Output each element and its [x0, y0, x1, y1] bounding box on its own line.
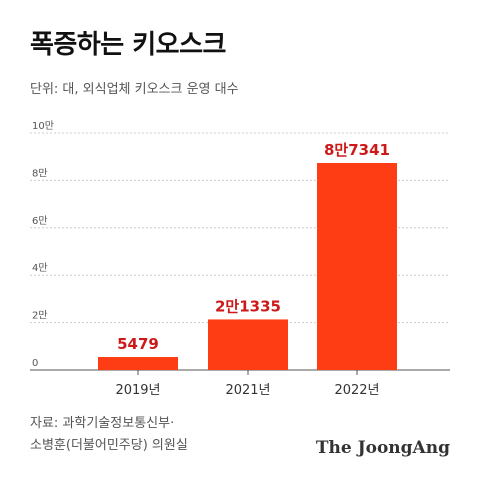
x-tick-label: 2022년 — [334, 383, 379, 398]
bar — [98, 357, 178, 370]
y-tick-label: 2만 — [32, 310, 48, 322]
data-label: 2만1335 — [215, 297, 281, 315]
x-tick-label: 2021년 — [225, 383, 270, 398]
y-tick-label: 8만 — [32, 167, 48, 179]
y-tick-label: 6만 — [32, 215, 48, 227]
source-note: 자료: 과학기술정보통신부· 소병훈(더불어민주당) 의원실 — [30, 413, 188, 457]
y-tick-label: 10만 — [32, 120, 54, 132]
source-line-2: 소병훈(더불어민주당) 의원실 — [30, 438, 188, 453]
data-label: 8만7341 — [324, 141, 390, 159]
chart-title: 폭증하는 키오스크 — [30, 30, 226, 60]
bar — [208, 319, 288, 370]
source-line-1: 자료: 과학기술정보통신부· — [30, 416, 175, 431]
x-tick-label: 2019년 — [115, 383, 160, 398]
data-label: 5479 — [117, 335, 159, 353]
bar — [317, 163, 397, 370]
y-tick-label: 4만 — [32, 262, 48, 274]
chart-subtitle: 단위: 대, 외식업체 키오스크 운영 대수 — [30, 82, 239, 97]
y-tick-label: 0 — [32, 358, 38, 369]
brand-logo: The JoongAng — [315, 438, 450, 458]
